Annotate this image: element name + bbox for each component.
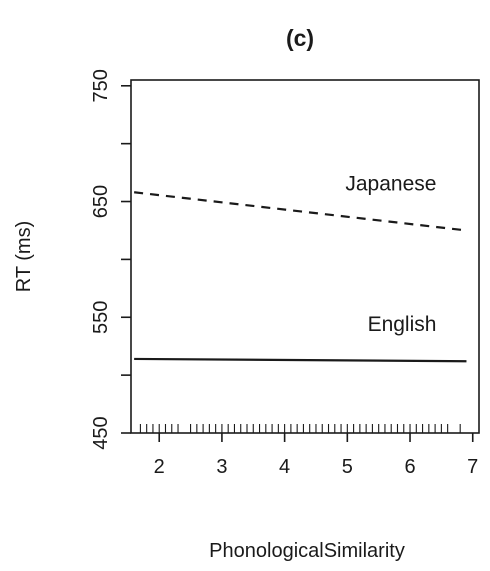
- y-tick-label: 750: [90, 69, 112, 102]
- series-line-japanese: [134, 191, 467, 232]
- x-tick-label: 4: [279, 456, 290, 478]
- x-tick-label: 6: [404, 456, 415, 478]
- y-tick-label: 650: [90, 185, 112, 218]
- x-tick-label: 2: [154, 456, 165, 478]
- chart-title: (c): [286, 25, 314, 51]
- y-tick-label: 450: [90, 416, 112, 449]
- y-axis-label: RT (ms): [13, 221, 35, 292]
- x-tick-label: 3: [216, 456, 227, 478]
- plot-area: 2 3 4 5 6 7 450 550 650 750 Japanese English: [90, 69, 480, 478]
- plot-frame: [130, 79, 480, 434]
- y-tick-label: 550: [90, 301, 112, 334]
- series-line-english: [134, 357, 467, 363]
- series-label-english: English: [368, 313, 437, 336]
- series-label-japanese: Japanese: [345, 172, 436, 195]
- x-tick-label: 5: [342, 456, 353, 478]
- x-tick-label: 7: [467, 456, 478, 478]
- x-axis-label: PhonologicalSimilarity: [209, 540, 405, 562]
